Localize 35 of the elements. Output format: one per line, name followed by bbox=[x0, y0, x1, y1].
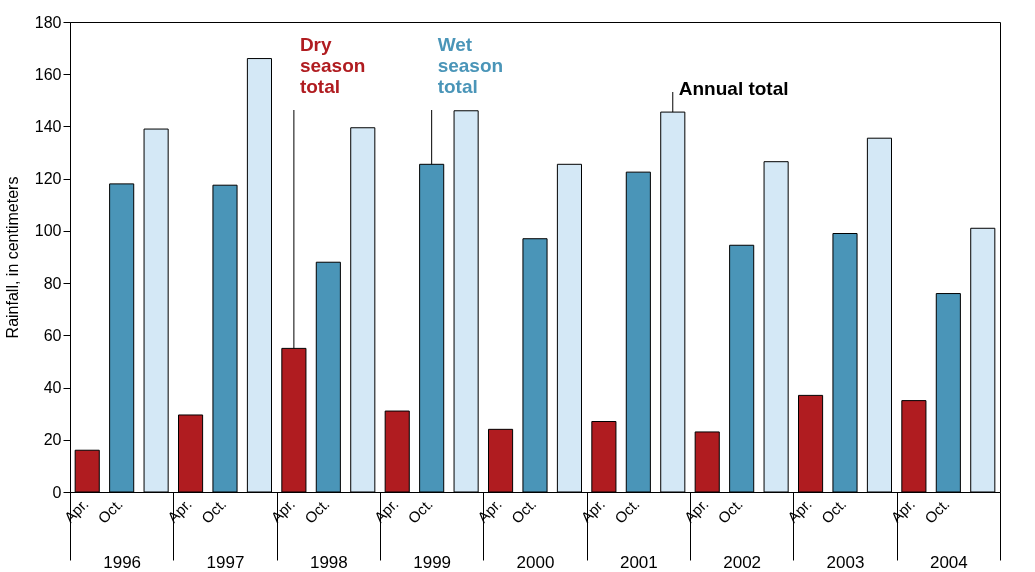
y-tick-label: 40 bbox=[43, 379, 62, 397]
y-tick-label: 120 bbox=[34, 170, 62, 188]
text: Apr. bbox=[267, 495, 299, 526]
text: Wet season total bbox=[437, 34, 504, 97]
y-tick-label: 180 bbox=[34, 13, 62, 31]
text: Oct. bbox=[507, 495, 540, 527]
series-label: Annual total bbox=[678, 78, 789, 99]
y-tick-label: 60 bbox=[43, 326, 62, 344]
text: Oct. bbox=[817, 495, 850, 527]
x-tick-label: 2000 bbox=[516, 552, 555, 572]
text: Apr. bbox=[577, 495, 609, 526]
text: Oct. bbox=[714, 495, 746, 527]
x-tick-label: 2001 bbox=[619, 552, 658, 572]
x-tick-label: 1999 bbox=[413, 552, 452, 572]
text: Oct. bbox=[921, 495, 953, 527]
y-tick-label: 0 bbox=[52, 483, 62, 501]
x-tick-label: 2004 bbox=[929, 552, 968, 572]
y-tick-label: 20 bbox=[43, 431, 62, 449]
x-tick-label: 1997 bbox=[206, 552, 245, 572]
y-tick-label: 140 bbox=[34, 117, 62, 135]
text: Oct. bbox=[94, 495, 126, 527]
text: Oct. bbox=[611, 495, 643, 527]
y-tick-label: 80 bbox=[43, 274, 62, 292]
x-tick-label: 1998 bbox=[309, 552, 348, 572]
y-axis-title: Rainfall, in centimeters bbox=[3, 176, 21, 339]
x-tick-label: 1996 bbox=[103, 552, 142, 572]
text: Oct. bbox=[301, 495, 333, 527]
text: Dry season total bbox=[299, 34, 366, 97]
y-tick-label: 160 bbox=[34, 65, 62, 83]
x-tick-label: 2002 bbox=[723, 552, 762, 572]
text: Oct. bbox=[197, 495, 230, 527]
text: Oct. bbox=[404, 495, 436, 527]
y-tick-label: 100 bbox=[34, 222, 62, 240]
text: Apr. bbox=[887, 495, 919, 526]
x-tick-label: 2003 bbox=[826, 552, 865, 572]
